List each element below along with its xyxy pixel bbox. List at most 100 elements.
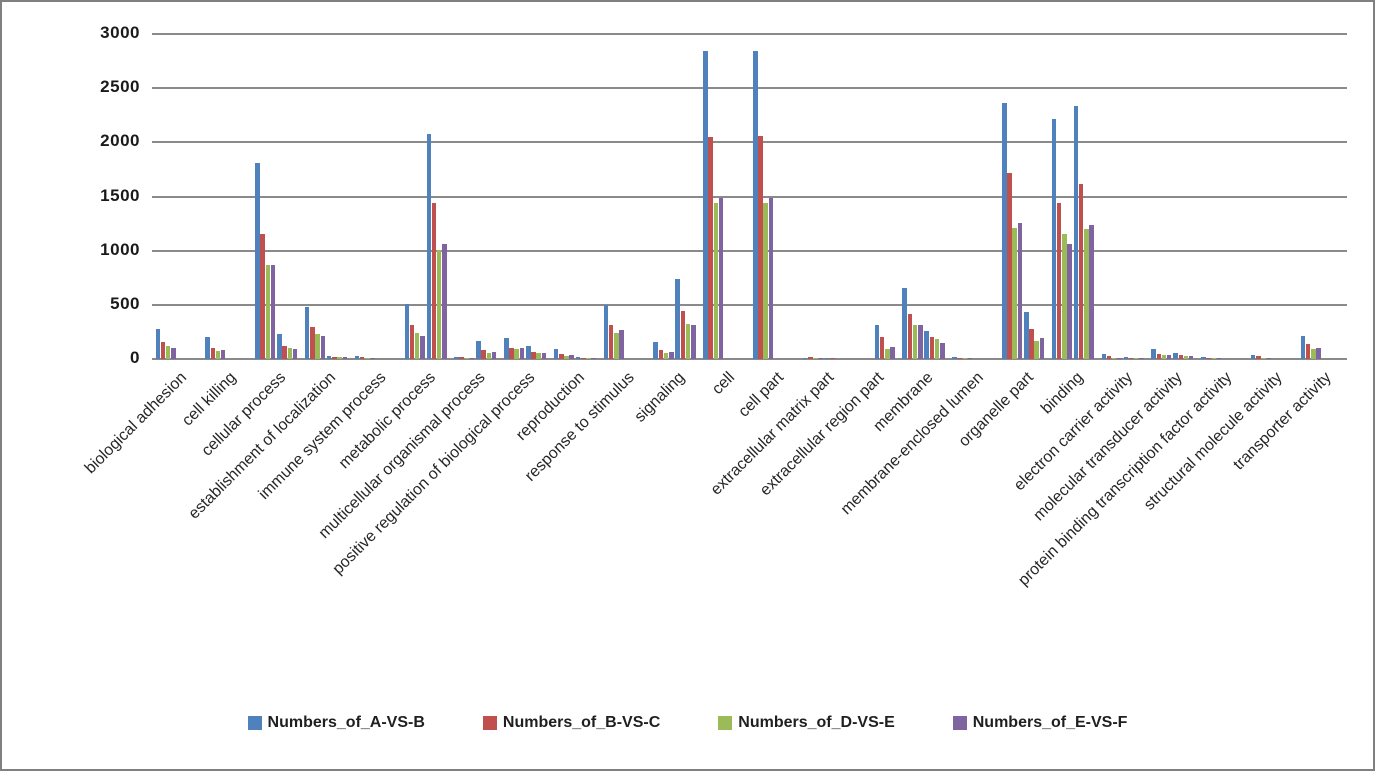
bar-Numbers_of_A-VS-B-organelle part-a	[1002, 103, 1007, 359]
bar-Numbers_of_A-VS-B-electron carrier activity-a	[1101, 354, 1107, 359]
y-axis-tick-label: 500	[110, 293, 140, 313]
bar-Numbers_of_D-VS-E-organelle part-a	[1012, 227, 1017, 359]
bar-Numbers_of_D-VS-E-binding-b	[1084, 229, 1089, 359]
bar-Numbers_of_A-VS-B-extracellular region part-b	[874, 325, 880, 359]
legend-swatch-icon	[952, 716, 967, 730]
bar-Numbers_of_D-VS-E-electron carrier activity-a	[1111, 358, 1117, 359]
bar-Numbers_of_E-VS-F-reproduction-a	[569, 355, 574, 359]
bar-Numbers_of_B-VS-C-positive regulation of biological process-b	[531, 352, 536, 359]
bar-Numbers_of_B-VS-C-molecular transducer activity-b	[1178, 355, 1184, 359]
bar-Numbers_of_B-VS-C-cell-a	[708, 136, 713, 359]
bar-Numbers_of_D-VS-E-reproduction-a	[564, 355, 569, 360]
bar-Numbers_of_B-VS-C-metabolic process-b	[431, 203, 437, 359]
bar-Numbers_of_E-VS-F-structural molecule activity-a	[1266, 358, 1272, 359]
bar-Numbers_of_A-VS-B-establishment of localization-b	[326, 355, 332, 360]
bar-Numbers_of_D-VS-E-immune system process-a	[365, 357, 370, 359]
bar-Numbers_of_E-VS-F-protein binding transcription factor activity-a	[1216, 358, 1222, 359]
bar-Numbers_of_D-VS-E-electron carrier activity-b	[1133, 358, 1139, 359]
bar-Numbers_of_B-VS-C-signaling-b	[680, 311, 686, 359]
bar-Numbers_of_A-VS-B-electron carrier activity-b	[1123, 356, 1129, 359]
x-axis-label: biological adhesion	[81, 369, 190, 478]
x-axis-label: cell	[708, 369, 738, 399]
bar-Numbers_of_A-VS-B-binding-b	[1073, 106, 1079, 359]
bar-Numbers_of_A-VS-B-molecular transducer activity-a	[1151, 349, 1156, 360]
bar-Numbers_of_E-VS-F-reproduction-b	[591, 358, 596, 359]
bar-Numbers_of_E-VS-F-cell part-a	[768, 197, 774, 359]
bar-Numbers_of_B-VS-C-organelle part-b	[1029, 329, 1034, 359]
y-axis-tick-label: 3000	[100, 23, 140, 42]
y-axis-tick-label: 1500	[100, 185, 140, 205]
bar-Numbers_of_E-VS-F-extracellular matrix part-a	[818, 358, 823, 359]
bar-Numbers_of_A-VS-B-membrane-b	[924, 330, 929, 359]
bar-Numbers_of_D-VS-E-binding-a	[1062, 234, 1067, 359]
bar-Numbers_of_E-VS-F-cell killing-a	[220, 350, 226, 359]
bar-Numbers_of_B-VS-C-membrane-b	[929, 336, 935, 359]
bar-Numbers_of_A-VS-B-structural molecule activity-a	[1250, 355, 1256, 359]
bar-Numbers_of_D-VS-E-multicellular organismal process-b	[486, 352, 492, 359]
bar-Numbers_of_D-VS-E-protein binding transcription factor activity-a	[1211, 358, 1217, 359]
bar-Numbers_of_D-VS-E-signaling-a	[663, 352, 669, 359]
bar-Numbers_of_A-VS-B-extracellular matrix part-b	[824, 357, 830, 359]
bar-Numbers_of_E-VS-F-establishment of localization-a	[320, 335, 326, 359]
gridline-1500	[152, 195, 1347, 198]
legend-swatch-icon	[247, 716, 262, 730]
bar-Numbers_of_A-VS-B-metabolic process-b	[426, 133, 432, 359]
bar-Numbers_of_D-VS-E-establishment of localization-b	[337, 357, 342, 359]
bar-Numbers_of_A-VS-B-multicellular organismal process-a	[454, 356, 459, 359]
bar-Numbers_of_A-VS-B-transporter activity-a	[1300, 336, 1306, 360]
bar-Numbers_of_D-VS-E-membrane-enclosed lumen-a	[962, 358, 968, 359]
legend-item-Numbers_of_B-VS-C: Numbers_of_B-VS-C	[482, 714, 661, 732]
bar-Numbers_of_B-VS-C-transporter activity-a	[1305, 344, 1311, 359]
x-axis-label: binding	[1037, 369, 1087, 418]
bar-Numbers_of_B-VS-C-binding-b	[1078, 184, 1084, 359]
bar-Numbers_of_E-VS-F-molecular transducer activity-a	[1166, 354, 1172, 359]
bar-Numbers_of_E-VS-F-signaling-a	[669, 352, 674, 359]
bar-Numbers_of_E-VS-F-metabolic process-b	[442, 244, 447, 359]
bar-Numbers_of_D-VS-E-extracellular region part-b	[885, 349, 890, 360]
bar-Numbers_of_A-VS-B-organelle part-b	[1024, 312, 1029, 359]
bar-Numbers_of_B-VS-C-response to stimulus-a	[608, 324, 614, 359]
bar-Numbers_of_E-VS-F-electron carrier activity-a	[1117, 358, 1122, 359]
bar-Numbers_of_B-VS-C-electron carrier activity-a	[1106, 356, 1112, 359]
bar-Numbers_of_A-VS-B-signaling-a	[653, 341, 658, 359]
bar-Numbers_of_A-VS-B-signaling-b	[675, 278, 680, 359]
bar-Numbers_of_B-VS-C-multicellular organismal process-a	[459, 357, 464, 359]
legend-label: Numbers_of_B-VS-C	[502, 714, 661, 731]
bar-Numbers_of_A-VS-B-response to stimulus-a	[603, 305, 609, 359]
bar-Numbers_of_B-VS-C-membrane-a	[907, 313, 913, 359]
legend-label: Numbers_of_A-VS-B	[267, 714, 425, 731]
gridline-0	[152, 358, 1347, 360]
bar-Numbers_of_D-VS-E-molecular transducer activity-b	[1183, 355, 1189, 360]
bar-Numbers_of_B-VS-C-positive regulation of biological process-a	[509, 347, 514, 359]
bar-Numbers_of_A-VS-B-multicellular organismal process-b	[476, 340, 481, 359]
bar-Numbers_of_A-VS-B-membrane-a	[902, 287, 907, 359]
bar-Numbers_of_E-VS-F-membrane-b	[940, 342, 945, 360]
gridline-2000	[152, 141, 1347, 144]
bar-Numbers_of_D-VS-E-molecular transducer activity-a	[1161, 354, 1167, 359]
bar-Numbers_of_B-VS-C-signaling-a	[658, 350, 664, 359]
bar-Numbers_of_D-VS-E-membrane-a	[912, 325, 918, 359]
legend: Numbers_of_A-VS-B Numbers_of_B-VS-C Number…	[2, 714, 1373, 732]
bar-Numbers_of_D-VS-E-metabolic process-a	[414, 332, 420, 359]
bar-Numbers_of_A-VS-B-metabolic process-a	[404, 304, 410, 359]
bar-Numbers_of_E-VS-F-binding-a	[1067, 244, 1072, 359]
bar-Numbers_of_E-VS-F-multicellular organismal process-a	[469, 357, 475, 359]
y-axis-tick-label: 2500	[100, 77, 140, 97]
bar-Numbers_of_B-VS-C-establishment of localization-a	[310, 326, 315, 359]
bar-Numbers_of_E-VS-F-extracellular region part-b	[890, 347, 895, 359]
bar-Numbers_of_B-VS-C-reproduction-a	[559, 354, 564, 359]
bar-Numbers_of_E-VS-F-electron carrier activity-b	[1139, 358, 1144, 359]
bar-Numbers_of_D-VS-E-cell-a	[713, 203, 719, 359]
bar-Numbers_of_A-VS-B-positive regulation of biological process-a	[504, 338, 509, 359]
bar-Numbers_of_D-VS-E-reproduction-b	[586, 358, 591, 359]
bar-Numbers_of_E-VS-F-positive regulation of biological process-b	[541, 353, 547, 359]
bar-Numbers_of_A-VS-B-cellular process-a	[255, 162, 260, 359]
legend-swatch-icon	[718, 716, 733, 730]
gridline-3000	[152, 33, 1347, 35]
legend-item-Numbers_of_D-VS-E: Numbers_of_D-VS-E	[718, 714, 895, 732]
bar-Numbers_of_B-VS-C-reproduction-b	[581, 357, 586, 359]
x-axis-label: signaling	[631, 369, 688, 426]
bar-Numbers_of_A-VS-B-cell-a	[703, 51, 708, 359]
bar-Numbers_of_A-VS-B-cell part-a	[753, 51, 758, 359]
y-axis-tick-label: 2000	[100, 131, 140, 151]
